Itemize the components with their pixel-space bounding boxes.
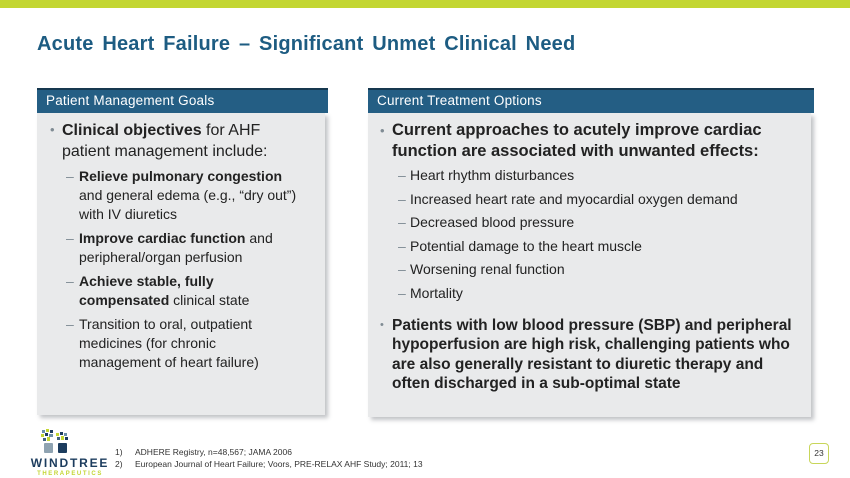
bullet-text: Current approaches to acutely improve ca… [392, 121, 762, 160]
dash-bullet-icon [398, 284, 410, 302]
panel-body-right: Current approaches to acutely improve ca… [368, 113, 811, 417]
current-treatment-options-panel: Current Treatment Options Current approa… [368, 88, 814, 417]
bullet-text: Potential damage to the heart muscle [410, 237, 642, 254]
bullet-text: Increased heart rate and myocardial oxyg… [410, 190, 738, 207]
list-item: Clinical objectives for AHF patient mana… [50, 120, 299, 162]
panel-header-right: Current Treatment Options [368, 88, 814, 113]
panel-header-left: Patient Management Goals [37, 88, 328, 113]
windtree-tree-icon [41, 429, 68, 453]
bullet-icon [380, 120, 392, 141]
patient-management-goals-panel: Patient Management Goals Clinical object… [37, 88, 328, 415]
bullet-text: Worsening renal function [410, 261, 565, 277]
footnote-number: 1) [115, 447, 123, 457]
dash-bullet-icon [398, 190, 410, 208]
bullet-text: Mortality [410, 284, 463, 301]
list-item: Improve cardiac function and peripheral/… [66, 229, 299, 267]
list-item: Worsening renal function [398, 260, 801, 278]
accent-top-bar [0, 0, 850, 8]
bullet-text: Transition to oral, outpatient medicines… [79, 316, 259, 370]
list-item: Potential damage to the heart muscle [398, 237, 801, 255]
bullet-text: Heart rhythm disturbances [410, 167, 575, 183]
footnote-text: ADHERE Registry, n=48,567; JAMA 2006 [135, 447, 292, 457]
bullet-icon [50, 120, 62, 140]
bullet-text: Decreased blood pressure [410, 214, 575, 230]
logo-wordmark: WINDTREE [30, 456, 110, 470]
logo-tagline: THERAPEUTICS [37, 471, 103, 477]
dash-bullet-icon [66, 272, 79, 290]
dash-bullet-icon [66, 315, 79, 333]
list-item: Heart rhythm disturbances [398, 166, 801, 184]
bullet-text: Clinical objectives for AHF patient mana… [62, 122, 268, 160]
bullet-icon [380, 316, 392, 336]
bullet-text: Improve cardiac function and peripheral/… [79, 230, 273, 265]
panel-body-left: Clinical objectives for AHF patient mana… [37, 113, 325, 415]
footnote-number: 2) [115, 459, 123, 469]
bullet-text: Relieve pulmonary congestion and general… [79, 168, 297, 222]
list-item: Transition to oral, outpatient medicines… [66, 315, 299, 372]
list-item: Increased heart rate and myocardial oxyg… [398, 190, 801, 208]
dash-bullet-icon [398, 260, 410, 278]
windtree-logo: WINDTREE THERAPEUTICS [28, 429, 112, 478]
list-item: Decreased blood pressure [398, 213, 801, 231]
dash-bullet-icon [66, 229, 79, 247]
footnote-text: European Journal of Heart Failure; Voors… [135, 459, 423, 469]
list-item: Patients with low blood pressure (SBP) a… [380, 316, 801, 394]
footnotes: 1) ADHERE Registry, n=48,567; JAMA 2006 … [115, 446, 423, 470]
bullet-text: Achieve stable, fully compensated clinic… [79, 273, 250, 308]
list-item: Mortality [398, 284, 801, 302]
footnote-2: 2) European Journal of Heart Failure; Vo… [115, 458, 423, 470]
list-item: Current approaches to acutely improve ca… [380, 120, 801, 162]
bullet-text: Patients with low blood pressure (SBP) a… [392, 316, 792, 393]
list-item: Achieve stable, fully compensated clinic… [66, 272, 299, 310]
page-number-badge: 23 [809, 443, 829, 464]
dash-bullet-icon [66, 167, 79, 185]
dash-bullet-icon [398, 213, 410, 231]
page-title: Acute Heart Failure – Significant Unmet … [37, 33, 576, 55]
list-item: Relieve pulmonary congestion and general… [66, 167, 299, 224]
footnote-1: 1) ADHERE Registry, n=48,567; JAMA 2006 [115, 446, 423, 458]
dash-bullet-icon [398, 237, 410, 255]
dash-bullet-icon [398, 166, 410, 184]
